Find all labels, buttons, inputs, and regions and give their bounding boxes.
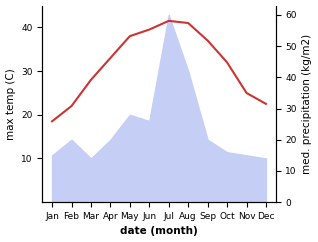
- Y-axis label: med. precipitation (kg/m2): med. precipitation (kg/m2): [302, 34, 313, 174]
- X-axis label: date (month): date (month): [120, 227, 198, 236]
- Y-axis label: max temp (C): max temp (C): [5, 68, 16, 140]
